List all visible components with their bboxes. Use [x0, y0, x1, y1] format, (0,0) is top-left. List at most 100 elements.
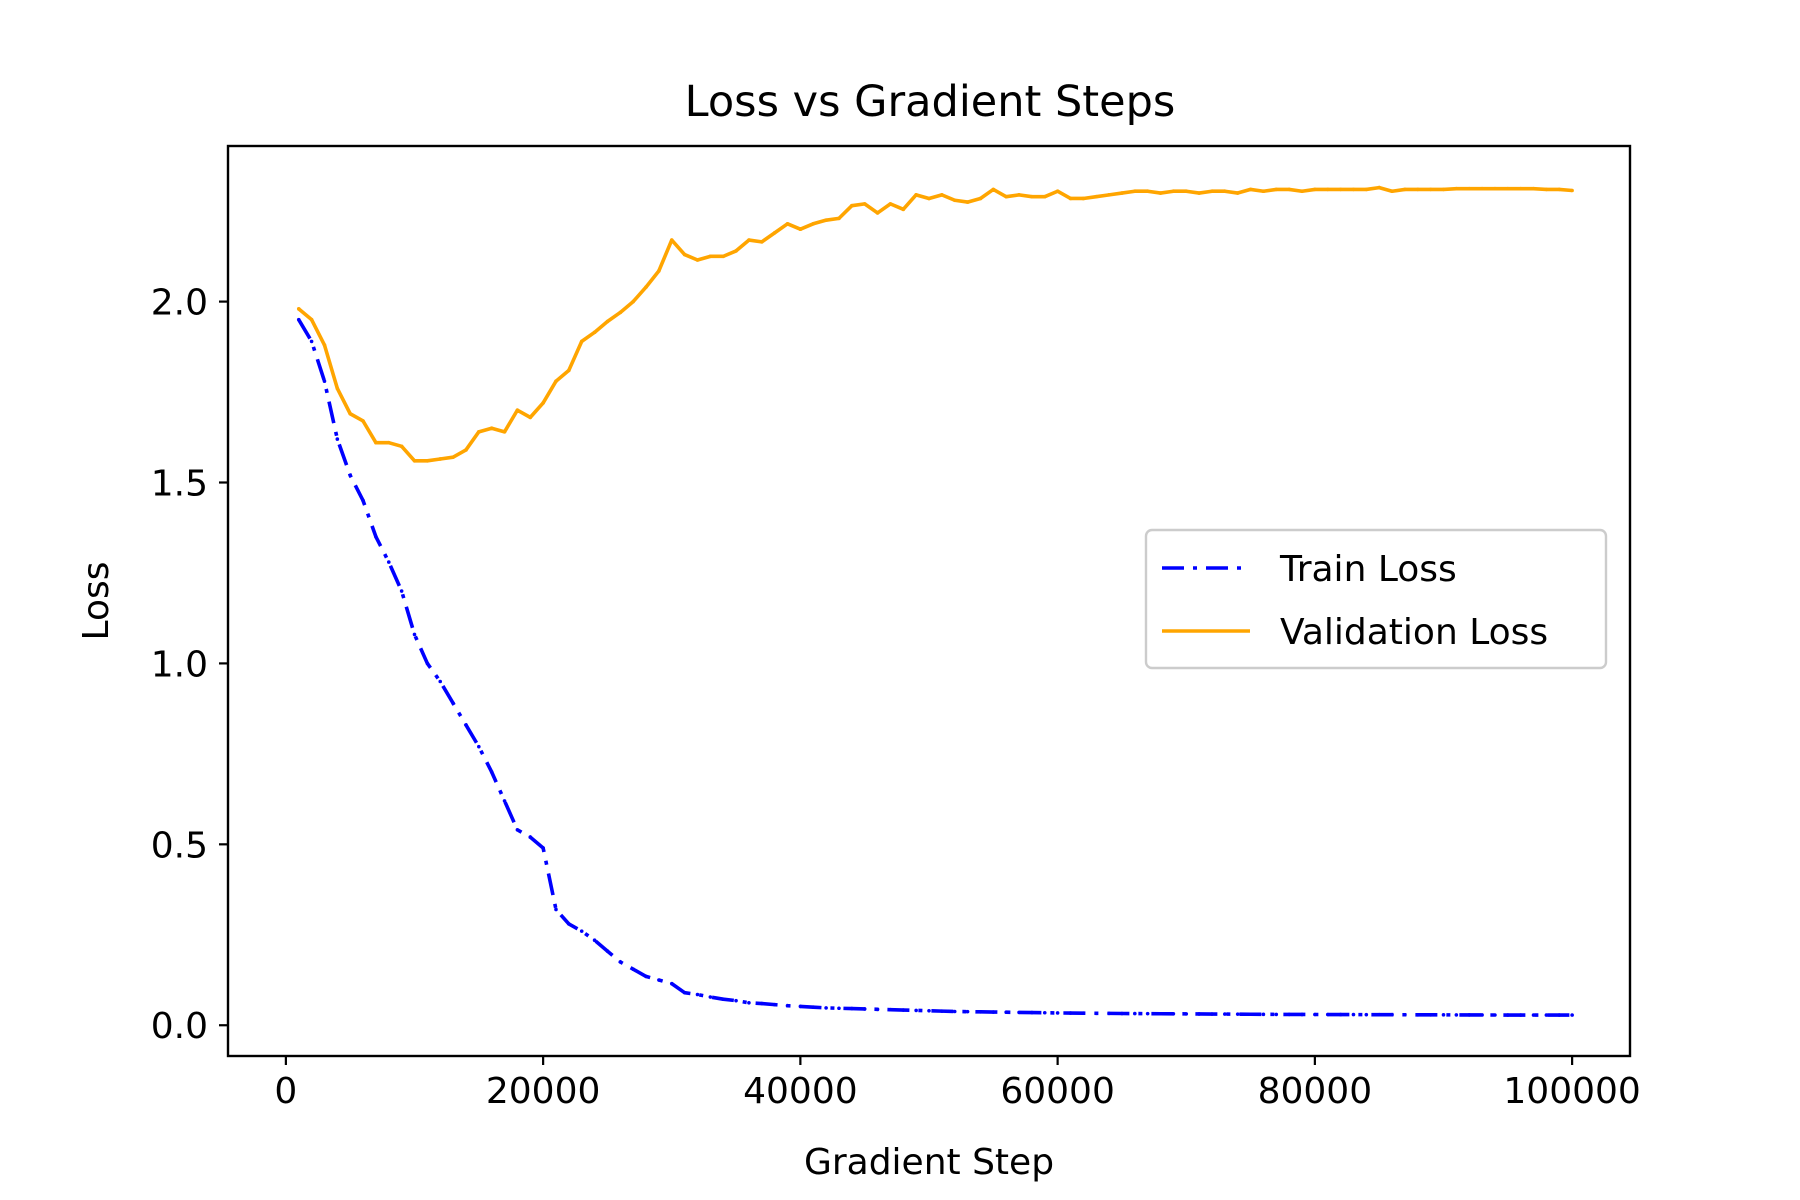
data-point: [1017, 1010, 1021, 1015]
data-point: [940, 193, 944, 197]
data-point: [1017, 193, 1021, 197]
x-tick-label: 100000: [1503, 1071, 1640, 1112]
data-point: [464, 723, 468, 727]
data-point: [477, 744, 481, 749]
data-point: [309, 339, 314, 344]
data-point: [1351, 187, 1356, 192]
series-line-1: [297, 185, 1573, 463]
data-point: [1428, 1013, 1433, 1017]
data-point: [361, 419, 365, 423]
data-point: [914, 1008, 918, 1013]
data-point: [1274, 187, 1279, 192]
data-point: [837, 216, 841, 221]
data-point: [1223, 1012, 1227, 1016]
data-point: [1068, 1011, 1073, 1015]
data-point: [1042, 194, 1047, 199]
data-point: [1428, 187, 1433, 192]
data-point: [657, 269, 661, 273]
data-point: [438, 679, 443, 684]
data-point: [1274, 1012, 1279, 1017]
data-point: [477, 430, 481, 434]
data-point: [1235, 191, 1240, 195]
data-point: [708, 254, 713, 259]
data-point: [425, 458, 430, 463]
data-point: [567, 922, 571, 926]
data-point: [1055, 189, 1060, 194]
data-point: [618, 310, 623, 315]
data-point: [901, 207, 906, 212]
data-point: [592, 938, 597, 943]
data-point: [1351, 1012, 1356, 1017]
data-point: [1338, 187, 1343, 192]
data-point: [1364, 1012, 1369, 1017]
data-point: [1313, 1012, 1317, 1017]
data-point: [1300, 189, 1304, 194]
y-tick-label: 1.0: [151, 644, 208, 685]
data-point: [451, 455, 455, 459]
data-point: [772, 231, 777, 235]
data-point: [837, 1006, 841, 1011]
data-point: [1544, 1013, 1549, 1017]
data-point: [1120, 191, 1124, 195]
data-point: [1390, 1012, 1394, 1017]
data-point: [1531, 1013, 1536, 1017]
data-point: [734, 998, 738, 1003]
data-point: [991, 187, 996, 192]
data-point: [644, 285, 648, 289]
data-point: [785, 221, 790, 226]
data-point: [386, 560, 391, 564]
data-point: [1518, 1013, 1523, 1017]
data-point: [644, 974, 648, 979]
series-layer: [296, 185, 1574, 1017]
data-point: [772, 1002, 777, 1007]
data-point: [1030, 1010, 1034, 1015]
data-point: [1403, 187, 1407, 192]
series-line-0: [297, 318, 1573, 1017]
data-point: [412, 632, 417, 637]
data-point: [850, 1006, 854, 1011]
data-point: [399, 589, 404, 593]
data-point: [528, 415, 533, 420]
data-point: [541, 846, 545, 850]
data-point: [811, 1005, 816, 1009]
data-point: [965, 1009, 970, 1014]
data-point: [1133, 1011, 1137, 1016]
data-point: [862, 202, 867, 206]
data-point: [1454, 1013, 1459, 1017]
data-point: [1261, 189, 1266, 194]
data-point: [1506, 1013, 1510, 1017]
data-point: [399, 444, 404, 449]
data-point: [811, 221, 816, 226]
y-tick-label: 1.5: [151, 464, 208, 505]
data-point: [1325, 187, 1330, 192]
data-point: [708, 995, 713, 999]
x-tick-label: 60000: [1000, 1071, 1115, 1112]
data-point: [579, 339, 584, 344]
data-point: [940, 1009, 944, 1013]
data-point: [554, 907, 558, 912]
data-point: [1171, 1012, 1176, 1016]
data-point: [1004, 194, 1008, 199]
data-point: [952, 1009, 957, 1014]
data-point: [464, 448, 468, 452]
data-point: [1081, 1011, 1086, 1015]
data-point: [991, 1010, 996, 1014]
data-point: [1145, 1011, 1150, 1016]
data-point: [1145, 189, 1150, 194]
data-point: [734, 249, 738, 253]
data-point: [348, 411, 352, 416]
data-point: [579, 929, 584, 933]
data-point: [1197, 191, 1201, 195]
data-point: [631, 299, 635, 304]
data-point: [515, 828, 520, 832]
data-point: [1390, 189, 1394, 194]
data-point: [322, 343, 327, 347]
x-tick-label: 40000: [743, 1071, 858, 1112]
data-point: [747, 238, 751, 242]
data-point: [1377, 1012, 1381, 1017]
data-point: [952, 198, 957, 203]
data-point: [554, 379, 558, 383]
data-point: [412, 458, 417, 463]
data-point: [1184, 189, 1189, 194]
data-point: [1248, 187, 1253, 192]
